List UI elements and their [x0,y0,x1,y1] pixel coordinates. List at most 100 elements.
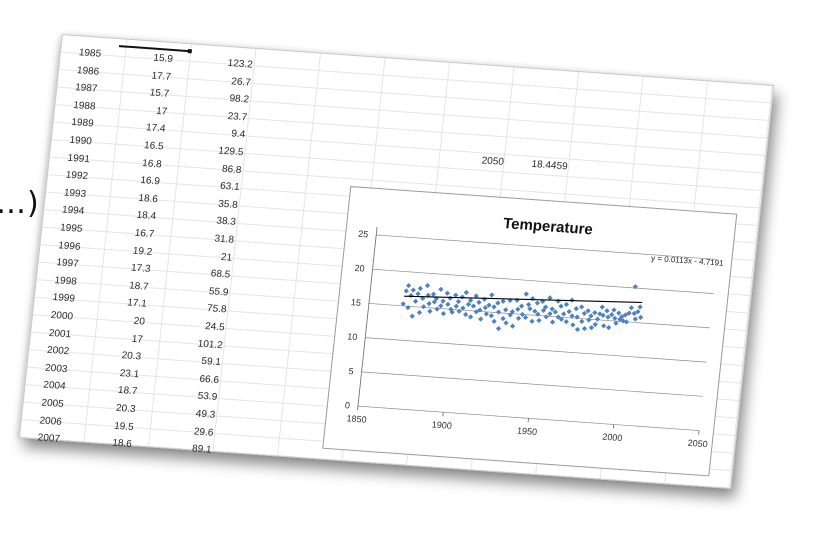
data-point [579,318,585,325]
prediction-year-cell[interactable]: 2050 [481,155,505,168]
data-point [522,314,529,321]
data-point [477,307,483,313]
x-tick-label: 2050 [687,438,708,449]
year-cell[interactable]: 1985 [78,47,102,60]
year-cell[interactable]: 1990 [68,134,93,148]
data-point [632,316,638,322]
y-gridline [376,234,718,260]
y-tick-label: 20 [354,263,365,274]
data-point [638,314,644,320]
year-cell[interactable]: 2006 [38,415,63,428]
data-point [581,325,588,332]
temperature-chart[interactable]: 0 5 10 15 20 25 1850 1900 1950 2000 2050 Temperatur… [322,186,738,477]
data-point [456,308,462,314]
data-point [547,311,553,317]
y-gridline [372,268,714,295]
year-cell[interactable]: 1987 [74,82,98,95]
data-point [503,307,509,313]
data-point [601,323,607,329]
year-cell[interactable]: 1995 [59,222,83,235]
data-point [534,300,540,306]
data-point [406,282,412,289]
data-point [600,312,606,318]
year-cell[interactable]: 2004 [42,379,67,393]
year-cell[interactable]: 2001 [48,327,72,340]
data-point [619,314,625,320]
year-cell[interactable]: 1999 [52,292,76,305]
year-cell[interactable]: 2002 [46,344,70,358]
year-cell[interactable]: 1993 [63,187,87,200]
data-point [555,314,561,320]
data-point [558,316,565,322]
data-point [440,298,446,304]
data-point [628,305,634,311]
year-cell[interactable]: 1997 [55,257,80,270]
data-point [563,301,570,308]
data-point [465,301,472,307]
data-point [604,308,610,314]
data-point [555,298,561,304]
data-point [620,318,626,324]
data-point [495,326,502,332]
data-point [412,298,419,304]
data-point [507,312,513,318]
data-point [597,311,603,317]
year-cell[interactable]: 1994 [61,204,85,218]
year-cell[interactable]: 1988 [72,99,97,113]
data-point [410,287,416,293]
data-point [514,297,520,303]
data-point [483,311,489,317]
y-tick-label: 10 [347,331,358,342]
data-point [594,316,601,322]
chart-title: Temperature [502,215,593,238]
data-point [515,315,522,321]
year-cell[interactable]: 1986 [76,64,100,78]
year-cell[interactable]: 2005 [40,397,65,411]
data-point [486,302,492,308]
data-point [463,311,469,318]
y-axis [357,226,378,407]
data-point [585,308,591,314]
data-point [635,309,641,315]
data-point [430,291,437,297]
data-point [453,303,459,309]
data-point [473,293,479,299]
year-cell[interactable]: 1991 [67,152,91,165]
data-point [527,306,533,312]
data-point [626,310,632,316]
year-cell[interactable]: 1998 [53,274,78,288]
data-point [509,323,516,329]
data-point [409,313,415,319]
data-point [515,306,521,312]
year-cell[interactable]: 2003 [44,362,68,376]
x-tick-label: 1850 [346,413,367,424]
data-point [579,304,585,310]
data-point [612,315,618,321]
y-tick-label: 15 [350,297,361,308]
data-point [476,299,482,305]
data-point [569,297,575,303]
y-gridline [365,337,707,363]
data-point [473,309,479,315]
year-cell[interactable]: 1996 [57,239,82,253]
data-point [532,308,538,314]
data-point [530,296,536,302]
year-cell[interactable]: 1989 [70,117,95,130]
data-point [417,285,423,292]
data-point [536,317,542,324]
chart-svg: 0 5 10 15 20 25 1850 1900 1950 2000 2050 Temperatur… [344,215,724,449]
data-point [481,296,488,302]
data-point [488,313,494,319]
data-point [574,326,581,333]
year-cell[interactable]: 2000 [50,309,74,323]
x-tick-label: 1950 [517,426,538,437]
data-point [503,320,509,326]
data-point [482,305,488,311]
data-point [535,311,541,317]
data-point [606,324,612,331]
data-point [547,295,553,301]
data-point [574,314,580,320]
year-cell[interactable]: 1992 [65,169,89,183]
year-cell[interactable]: 2007 [37,432,61,446]
y-tick-label: 0 [344,400,350,410]
